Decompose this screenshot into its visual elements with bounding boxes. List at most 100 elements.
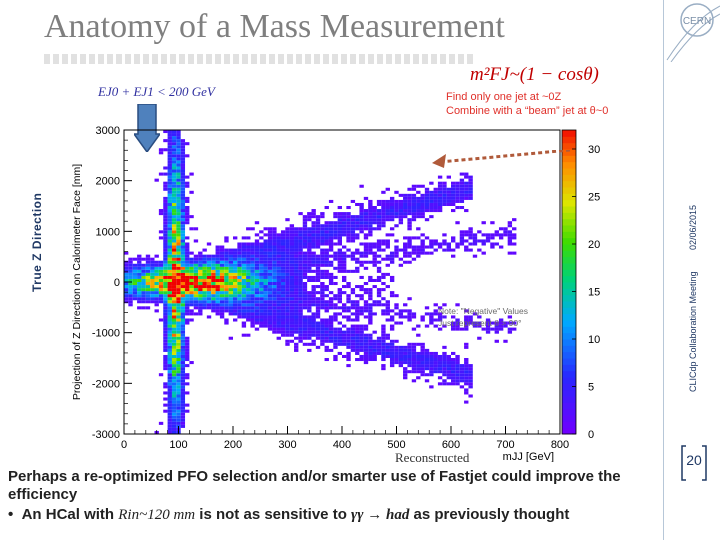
heatmap-cell <box>403 348 408 352</box>
heatmap-cell <box>381 336 386 340</box>
heatmap-cell <box>359 260 364 264</box>
heatmap-cell <box>355 294 360 298</box>
heatmap-cell <box>389 202 395 206</box>
heatmap-cell <box>137 285 142 289</box>
heatmap-cell <box>198 306 203 310</box>
heatmap-cell <box>385 309 390 313</box>
heatmap-cell <box>163 184 168 188</box>
heatmap-cell <box>276 275 281 279</box>
heatmap-cell <box>424 209 430 213</box>
heatmap-cell <box>359 251 364 255</box>
heatmap-cell <box>429 202 434 206</box>
heatmap-cell <box>398 199 404 203</box>
heatmap-cell <box>311 227 316 231</box>
heatmap-cell <box>285 242 290 246</box>
heatmap-cell <box>398 315 404 319</box>
heatmap-cell <box>320 230 325 234</box>
heatmap-cell <box>180 212 186 216</box>
heatmap-cell <box>250 266 255 270</box>
heatmap-cell <box>424 193 430 197</box>
heatmap-cell <box>368 206 373 210</box>
heatmap-cell <box>189 303 194 307</box>
heatmap-cell <box>328 233 334 237</box>
heatmap-cell <box>446 248 451 252</box>
heatmap-cell <box>193 288 199 292</box>
heatmap-cell <box>490 321 495 325</box>
heatmap-cell <box>193 303 199 307</box>
heatmap-cell <box>403 354 408 358</box>
heatmap-cell <box>272 260 277 264</box>
heatmap-cell <box>342 224 347 228</box>
heatmap-cell <box>342 227 347 231</box>
heatmap-cell <box>171 160 177 164</box>
heatmap-cell <box>355 300 360 304</box>
heatmap-cell <box>154 275 159 279</box>
heatmap-cell <box>442 242 447 246</box>
colorbar-segment <box>562 218 576 226</box>
heatmap-cell <box>403 309 408 313</box>
heatmap-cell <box>455 321 460 325</box>
heatmap-cell <box>455 190 460 194</box>
heatmap-cell <box>298 254 303 258</box>
heatmap-cell <box>211 254 216 258</box>
heatmap-cell <box>171 142 177 146</box>
heatmap-cell <box>389 260 395 264</box>
heatmap-cell <box>206 303 212 307</box>
heatmap-cell <box>285 306 290 310</box>
heatmap-cell <box>359 333 364 337</box>
heatmap-cell <box>311 230 316 234</box>
heatmap-cell <box>464 318 469 322</box>
x-tick-label: 300 <box>278 439 296 451</box>
heatmap-cell <box>315 306 321 310</box>
heatmap-cell <box>437 327 443 331</box>
heatmap-cell <box>167 364 172 368</box>
heatmap-cell <box>359 212 364 216</box>
heatmap-cell <box>267 291 273 295</box>
heatmap-cell <box>176 166 181 170</box>
heatmap-cell <box>311 339 316 343</box>
heatmap-cell <box>298 306 303 310</box>
heatmap-cell <box>464 391 469 395</box>
heatmap-cell <box>224 266 229 270</box>
heatmap-cell <box>171 339 177 343</box>
heatmap-cell <box>180 358 186 362</box>
heatmap-cell <box>259 269 264 273</box>
heatmap-cell <box>512 242 517 246</box>
heatmap-cell <box>337 206 342 210</box>
heatmap-cell <box>137 297 142 301</box>
colorbar-segment <box>562 358 576 365</box>
heatmap-cell <box>176 403 181 407</box>
heatmap-cell <box>403 196 408 200</box>
heatmap-cell <box>250 309 255 313</box>
heatmap-cell <box>442 373 447 377</box>
heatmap-cell <box>437 199 443 203</box>
heatmap-cell <box>145 260 151 264</box>
heatmap-cell <box>228 285 233 289</box>
heatmap-cell <box>180 309 186 313</box>
heatmap-cell <box>315 254 321 258</box>
heatmap-cell <box>315 345 321 349</box>
heatmap-cell <box>280 230 286 234</box>
colorbar-segment <box>562 187 576 194</box>
heatmap-cell <box>215 248 220 252</box>
heatmap-cell <box>246 288 251 292</box>
heatmap-cell <box>307 297 312 301</box>
heatmap-cell <box>420 199 425 203</box>
heatmap-cell <box>381 348 386 352</box>
heatmap-cell <box>237 251 242 255</box>
colorbar-segment <box>562 168 576 175</box>
heatmap-cell <box>307 342 312 346</box>
heatmap-cell <box>167 394 172 398</box>
heatmap-cell <box>468 181 473 185</box>
heatmap-cell <box>416 251 421 255</box>
heatmap-cell <box>350 257 356 261</box>
heatmap-cell <box>202 291 207 295</box>
heatmap-cell <box>285 251 290 255</box>
heatmap-cell <box>429 385 434 389</box>
heatmap-cell <box>185 348 190 352</box>
heatmap-cell <box>342 309 347 313</box>
heatmap-cell <box>490 236 495 240</box>
heatmap-cell <box>272 282 277 286</box>
heatmap-cell <box>176 409 181 413</box>
heatmap-cell <box>429 215 434 219</box>
